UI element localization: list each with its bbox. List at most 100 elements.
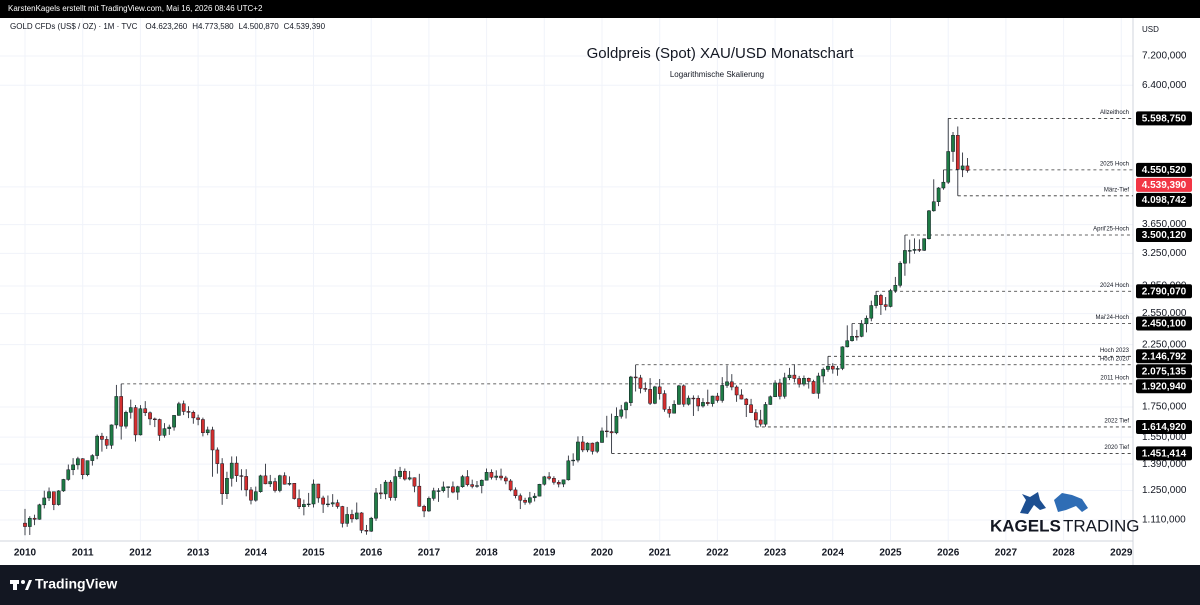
price-box <box>1136 192 1192 207</box>
candle-body <box>657 386 662 394</box>
candle-body <box>802 378 806 385</box>
x-tick-label: 2016 <box>360 548 383 559</box>
candle-body <box>479 479 484 486</box>
y-tick-label: 2.550,000 <box>1142 308 1187 319</box>
candle-body <box>922 238 927 251</box>
candle-body <box>513 489 518 496</box>
price-box <box>1136 379 1192 394</box>
candle-body <box>681 385 686 405</box>
currency: USD <box>1142 25 1159 34</box>
y-tick-label: 1.390,000 <box>1142 459 1187 470</box>
candle-body <box>552 478 556 483</box>
level-name: Mai'24-Hoch <box>1096 315 1130 321</box>
candle-body <box>52 491 56 505</box>
level-name: 2024 Hoch <box>1100 283 1129 289</box>
candle-body <box>951 135 955 152</box>
candle-body <box>258 475 263 492</box>
level-name: 2022 Tief <box>1104 419 1129 425</box>
candle-body <box>80 458 85 475</box>
candle-body <box>946 151 951 183</box>
ohlc-label: H4.773,580 <box>192 22 234 31</box>
candle-body <box>503 477 508 482</box>
candle-body <box>648 389 652 404</box>
candle-body <box>494 475 499 478</box>
candle-body <box>436 490 441 492</box>
candle-body <box>475 485 479 487</box>
candle-body <box>56 490 61 505</box>
bear-icon <box>1054 493 1088 512</box>
candle-body <box>470 484 475 487</box>
candle-body <box>595 442 600 452</box>
candle-body <box>143 408 148 413</box>
y-tick-label: 3.650,000 <box>1142 219 1187 230</box>
price-box-label: 4.550,520 <box>1142 165 1187 176</box>
candle-body <box>547 476 551 479</box>
candle-body <box>186 411 191 413</box>
candle-body <box>879 295 883 305</box>
footer-bar <box>0 565 1200 605</box>
candle-body <box>754 412 758 421</box>
candle-body <box>23 522 27 527</box>
attribution: KarstenKagels erstellt mit TradingView.c… <box>8 4 263 13</box>
candle-body <box>677 385 681 405</box>
ohlc-label: O4.623,260 <box>145 22 187 31</box>
candle-body <box>532 495 537 499</box>
price-box-label: 1.920,940 <box>1142 381 1187 392</box>
candle-body <box>427 498 431 512</box>
candle-body <box>277 475 282 491</box>
level-name: April'25-Hoch <box>1093 227 1129 233</box>
candle-body <box>739 394 744 400</box>
logo-icon <box>1020 492 1088 514</box>
x-tick-label: 2028 <box>1052 548 1075 559</box>
candle-body <box>316 483 321 499</box>
ohlc-label: C4.539,390 <box>284 22 326 31</box>
candle-body <box>42 497 47 506</box>
candle-body <box>191 412 196 419</box>
x-tick-label: 2011 <box>72 548 94 559</box>
bull-icon <box>1020 492 1046 514</box>
candle-body <box>566 460 571 481</box>
candle-body <box>874 295 878 306</box>
candle-body <box>37 504 42 520</box>
candle-body <box>326 503 330 506</box>
level-name: 2020 Tief <box>1104 445 1129 451</box>
candle-body <box>249 489 253 501</box>
candle-body <box>119 396 124 427</box>
x-tick-label: 2025 <box>879 548 902 559</box>
x-tick-label: 2021 <box>649 548 672 559</box>
candle-body <box>821 369 826 377</box>
candle-body <box>27 517 32 527</box>
price-box-label: 1.451,414 <box>1142 449 1187 460</box>
candle-body <box>359 512 364 531</box>
candle-body <box>61 479 66 492</box>
candle-body <box>691 397 696 400</box>
level-name: Allzeithoch <box>1100 110 1129 116</box>
x-tick-label: 2014 <box>245 548 268 559</box>
price-box-label: 3.500,120 <box>1142 230 1187 241</box>
candle-body <box>912 249 917 251</box>
candle-body <box>90 455 95 461</box>
candle-body <box>758 419 763 425</box>
candle-body <box>306 503 311 506</box>
candle-body <box>403 470 407 480</box>
candle-body <box>537 483 542 497</box>
candle-body <box>782 377 787 397</box>
candle-body <box>273 481 277 491</box>
candle-body <box>854 336 859 338</box>
candle-body <box>830 365 835 370</box>
candle-body <box>787 374 792 379</box>
candle-body <box>177 403 181 416</box>
x-tick-label: 2024 <box>822 548 845 559</box>
candle-body <box>806 378 811 382</box>
candle-body <box>633 376 638 379</box>
candle-body <box>215 449 220 464</box>
y-tick-label: 1.750,000 <box>1142 402 1187 413</box>
candle-body <box>604 430 609 433</box>
candle-body <box>672 404 676 414</box>
candle-body <box>571 459 575 462</box>
candle-body <box>114 396 119 426</box>
candle-body <box>417 485 422 507</box>
candle-body <box>287 483 292 485</box>
candle-body <box>811 381 816 394</box>
layer: 5.598,750 4.550,520 4.539,390 4.098,742 3.50… <box>1136 111 1192 461</box>
